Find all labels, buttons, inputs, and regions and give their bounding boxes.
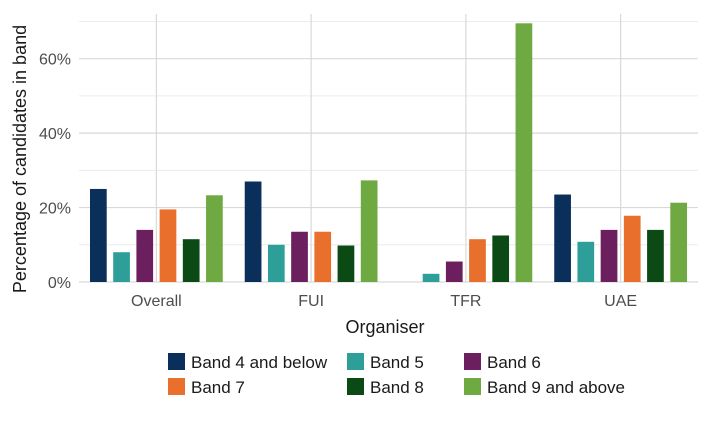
bar [422, 273, 440, 282]
y-tick-label: 0% [48, 275, 71, 292]
x-axis-ticks: Overall FUI TFR UAE [131, 293, 637, 310]
y-axis-title: Percentage of candidates in band [10, 25, 30, 293]
legend: Band 4 and below Band 5 Band 6 Band 7 Band 8… [168, 353, 625, 397]
bar [159, 209, 177, 282]
y-tick-label: 20% [39, 201, 71, 218]
legend-swatch [347, 378, 364, 395]
x-tick-label: UAE [604, 293, 637, 310]
grid [79, 14, 698, 283]
bars [89, 23, 688, 283]
legend-label: Band 8 [370, 378, 424, 397]
bar [337, 245, 355, 282]
bar [670, 202, 688, 282]
legend-label: Band 4 and below [191, 353, 328, 372]
x-tick-label: Overall [131, 293, 182, 310]
bar [206, 195, 223, 282]
legend-swatch [464, 353, 481, 370]
bar [89, 188, 107, 282]
x-tick-label: FUI [298, 293, 324, 310]
legend-swatch [347, 353, 364, 370]
bar [244, 181, 262, 282]
x-tick-label: TFR [450, 293, 481, 310]
legend-swatch [168, 378, 185, 395]
bar [113, 252, 130, 282]
legend-label: Band 5 [370, 353, 424, 372]
bar [554, 194, 571, 282]
y-tick-label: 40% [39, 126, 71, 143]
bar [623, 215, 641, 282]
bar [136, 229, 154, 282]
bar [445, 261, 463, 282]
legend-label: Band 9 and above [487, 378, 625, 397]
y-tick-label: 60% [39, 52, 71, 69]
bar [291, 231, 308, 282]
legend-label: Band 7 [191, 378, 245, 397]
bar [267, 244, 285, 282]
bar [515, 23, 533, 283]
bar [182, 239, 200, 282]
bar [647, 229, 664, 282]
y-axis-ticks: 0% 20% 40% 60% [39, 52, 71, 292]
bar [600, 229, 618, 282]
bar [577, 241, 595, 282]
legend-swatch [464, 378, 481, 395]
bar [314, 231, 332, 282]
legend-swatch [168, 353, 185, 370]
legend-label: Band 6 [487, 353, 541, 372]
x-axis-title: Organiser [345, 317, 424, 337]
bar [492, 235, 510, 282]
bar [469, 239, 486, 282]
bar [360, 180, 378, 282]
